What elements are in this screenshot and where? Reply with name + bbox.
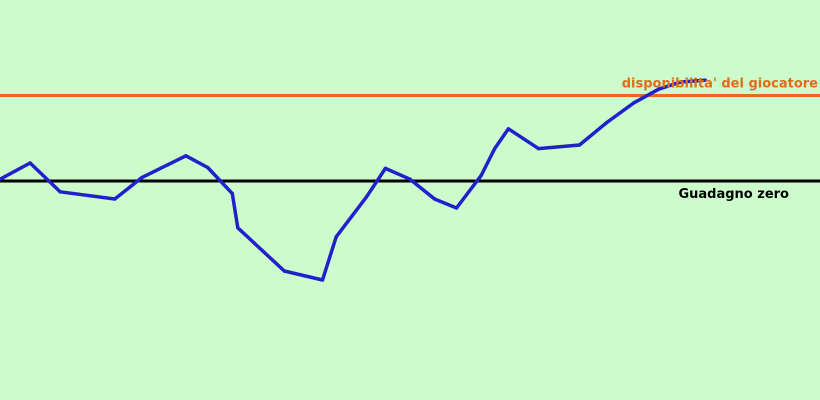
zero-gain-label: Guadagno zero	[678, 187, 789, 202]
data-point	[230, 191, 235, 196]
data-point	[536, 146, 541, 151]
data-point	[454, 206, 459, 210]
data-point	[334, 235, 338, 239]
data-point	[632, 101, 636, 105]
data-point	[605, 120, 609, 125]
data-point	[58, 190, 62, 194]
data-point	[113, 197, 117, 201]
data-point	[140, 175, 144, 180]
data-point	[657, 87, 661, 91]
data-point	[184, 154, 188, 158]
data-point	[479, 173, 483, 178]
data-point	[493, 146, 497, 151]
data-point	[282, 269, 286, 273]
data-point	[703, 78, 707, 82]
data-point	[206, 165, 210, 170]
data-point	[28, 161, 32, 165]
player-availability-label: disponibilita' del giocatore	[622, 77, 818, 92]
data-point	[506, 127, 511, 131]
data-point	[577, 143, 582, 147]
data-point	[432, 197, 437, 201]
data-point	[320, 278, 325, 282]
data-point	[408, 177, 412, 181]
data-point	[0, 177, 2, 181]
data-point	[383, 166, 388, 171]
series-points	[0, 78, 707, 282]
data-point	[364, 195, 368, 199]
data-point	[678, 80, 683, 84]
data-point	[236, 226, 240, 230]
